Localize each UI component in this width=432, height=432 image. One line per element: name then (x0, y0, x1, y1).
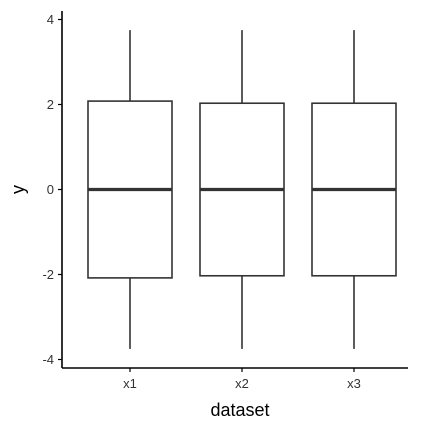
plot-area (87, 30, 397, 349)
x-tick-label-x1: x1 (123, 376, 137, 391)
x-axis-title: dataset (210, 400, 269, 420)
box-x1 (87, 30, 173, 349)
x-tick-label-x3: x3 (347, 376, 361, 391)
y-axis-ticks: -4 -2 0 2 4 (42, 12, 62, 367)
box-x2 (199, 30, 285, 349)
y-axis-title: y (8, 185, 28, 194)
y-tick-label: -4 (42, 352, 54, 367)
y-tick-label: 4 (47, 12, 54, 27)
box-x3 (311, 30, 397, 349)
y-tick-label: 2 (47, 97, 54, 112)
x-axis-ticks: x1 x2 x3 (123, 368, 361, 391)
y-tick-label: 0 (47, 182, 54, 197)
y-tick-label: -2 (42, 267, 54, 282)
x-tick-label-x2: x2 (235, 376, 249, 391)
